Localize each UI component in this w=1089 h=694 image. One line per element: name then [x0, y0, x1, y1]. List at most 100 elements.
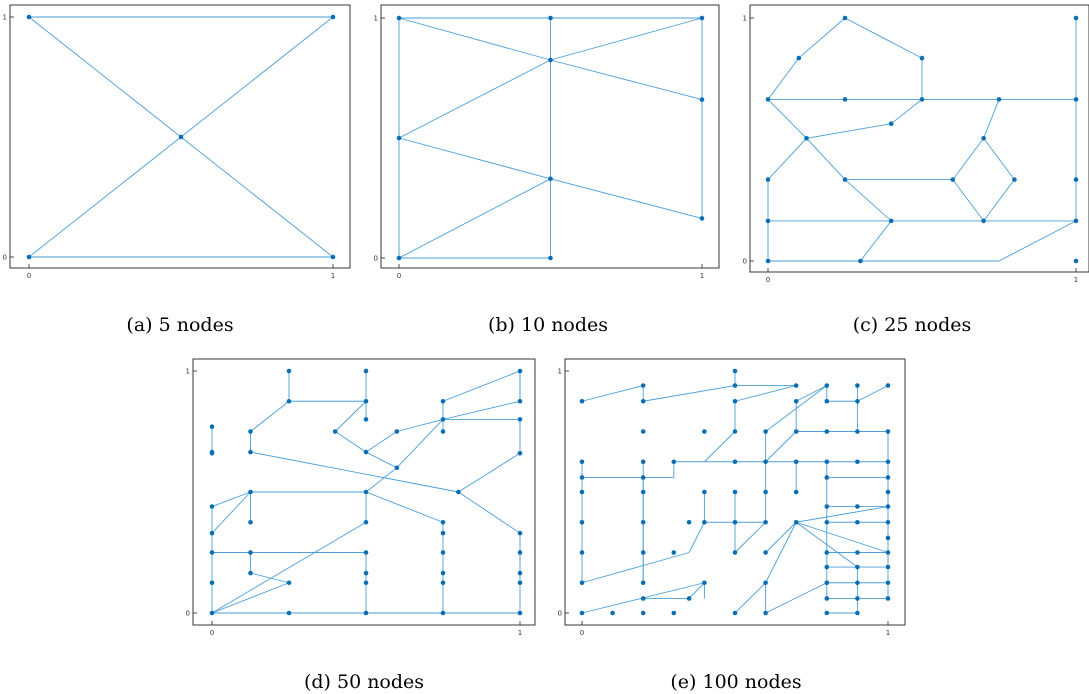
graph-edge: [767, 137, 807, 180]
graph-edge: [767, 57, 800, 100]
graph-node: [440, 570, 446, 576]
graph-edge: [211, 521, 367, 614]
graph-node: [824, 398, 830, 404]
x-tick-label: 0: [766, 276, 770, 284]
graph-node: [702, 429, 707, 434]
graph-node: [517, 580, 523, 586]
graph-edge: [734, 582, 766, 614]
graph-node: [330, 254, 336, 260]
graph-node: [440, 417, 446, 422]
graph-node: [332, 429, 338, 434]
graph-edge: [952, 138, 984, 180]
y-tick-label: 0: [374, 255, 378, 263]
graph-node: [579, 475, 585, 480]
graph-edge: [998, 220, 1077, 262]
graph-node: [640, 550, 646, 555]
graph-edge: [250, 400, 290, 432]
graph-edge: [211, 491, 251, 507]
graph-node: [855, 383, 860, 388]
graph-node: [855, 429, 860, 434]
graph-node: [885, 475, 891, 480]
graph-edge: [442, 370, 521, 402]
graph-node: [396, 135, 402, 141]
graph-node: [579, 398, 585, 404]
graph-node: [732, 489, 738, 495]
graph-node: [248, 550, 253, 555]
panel-caption: (c) 25 nodes: [853, 314, 972, 336]
graph-node: [579, 489, 585, 495]
graph-node: [394, 465, 400, 471]
graph-node: [824, 564, 830, 570]
graph-edge: [365, 491, 444, 523]
graph-edge: [396, 418, 444, 432]
graph-node: [396, 255, 402, 261]
graph-edge: [806, 123, 892, 139]
graph-node: [763, 489, 768, 495]
graph-edge: [211, 491, 251, 534]
graph-edge: [581, 552, 690, 584]
graph-edge: [550, 17, 703, 61]
graph-node: [763, 550, 768, 555]
panel-e: 0 1 0 1: [558, 358, 906, 637]
graph-node: [579, 519, 585, 525]
x-tick-label: 1: [1074, 276, 1078, 284]
graph-node: [765, 97, 771, 102]
graph-node: [842, 15, 848, 21]
graph-node: [363, 398, 369, 404]
graph-node: [248, 489, 253, 495]
graph-node: [440, 429, 446, 434]
graph-node: [699, 216, 705, 221]
graph-node: [209, 449, 215, 455]
graph-edge: [458, 491, 521, 534]
graph-node: [440, 610, 446, 616]
graph-node: [732, 383, 738, 388]
graph-node: [732, 459, 738, 465]
graph-node: [702, 489, 707, 495]
y-tick-label: 1: [186, 368, 190, 376]
graph-node: [640, 459, 646, 465]
graph-node: [248, 570, 253, 576]
graph-edge: [688, 582, 705, 599]
panel-frame: [564, 358, 906, 626]
graph-edge: [795, 385, 828, 402]
graph-edge: [765, 385, 828, 432]
graph-node: [824, 383, 830, 388]
graph-node: [793, 519, 799, 525]
graph-node: [855, 519, 860, 525]
graph-node: [686, 519, 692, 525]
graph-node: [456, 489, 461, 495]
graph-node: [330, 14, 336, 20]
graph-node: [440, 530, 446, 536]
graph-node: [796, 55, 802, 61]
panel-frame: [749, 4, 1089, 273]
graph-edge: [250, 451, 459, 493]
graph-node: [804, 135, 809, 141]
graph-node: [440, 550, 446, 555]
graph-node: [671, 610, 677, 616]
graph-edge: [365, 431, 398, 453]
graph-node: [885, 519, 891, 525]
panel-a: 0 1 0 1: [3, 4, 351, 280]
graph-node: [793, 398, 799, 404]
graph-node: [209, 504, 215, 509]
graph-edge: [398, 137, 551, 180]
graph-edge: [643, 385, 736, 402]
graph-edge: [365, 451, 398, 469]
graph-node: [610, 610, 615, 616]
graph-node: [855, 550, 860, 555]
graph-node: [363, 449, 369, 455]
graph-node: [394, 429, 400, 434]
graph-edge: [365, 467, 398, 493]
y-tick-label: 0: [558, 610, 562, 618]
graph-edge: [334, 400, 367, 432]
y-tick-label: 0: [186, 610, 190, 618]
graph-node: [1073, 15, 1079, 21]
graph-node: [824, 519, 830, 525]
graph-edge: [550, 178, 703, 219]
graph-node: [640, 429, 646, 434]
x-tick-label: 0: [210, 629, 214, 637]
graph-node: [765, 258, 771, 264]
graph-edge: [688, 522, 705, 553]
graph-node: [396, 15, 402, 21]
